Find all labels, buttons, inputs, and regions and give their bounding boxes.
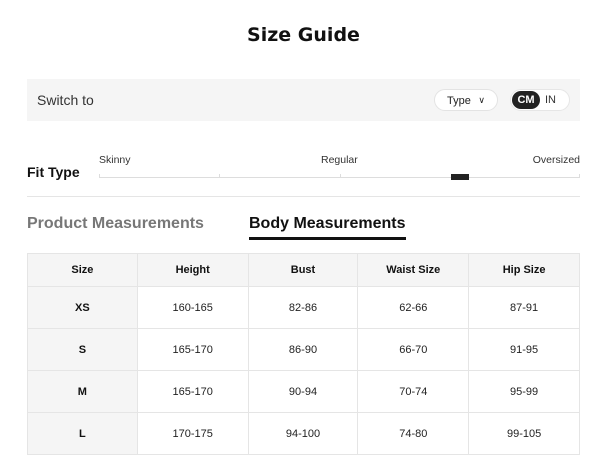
unit-cm-button[interactable]: CM bbox=[512, 91, 540, 109]
size-table: Size Height Bust Waist Size Hip Size XS 1… bbox=[27, 253, 580, 455]
fit-tick bbox=[340, 174, 341, 178]
fit-skinny-label: Skinny bbox=[99, 154, 131, 166]
measurement-cell: 160-165 bbox=[136, 286, 249, 329]
measurement-cell: 94-100 bbox=[247, 412, 359, 455]
column-header: Size bbox=[27, 253, 138, 287]
column-header: Waist Size bbox=[357, 253, 470, 287]
size-cell: XS bbox=[27, 286, 138, 329]
measurement-cell: 90-94 bbox=[247, 370, 359, 413]
measurement-cell: 165-170 bbox=[136, 370, 249, 413]
table-header-row: Size Height Bust Waist Size Hip Size bbox=[27, 253, 580, 287]
unit-toggle[interactable]: CM IN bbox=[510, 89, 570, 111]
table-row: S 165-170 86-90 66-70 91-95 bbox=[27, 328, 580, 371]
fit-tick bbox=[579, 174, 580, 178]
tab-product-measurements[interactable]: Product Measurements bbox=[27, 215, 204, 232]
tab-body-measurements[interactable]: Body Measurements bbox=[249, 215, 406, 240]
page-title: Size Guide bbox=[247, 24, 360, 46]
measurement-cell: 82-86 bbox=[247, 286, 359, 329]
size-cell: L bbox=[27, 412, 138, 455]
measurement-cell: 62-66 bbox=[357, 286, 470, 329]
size-cell: M bbox=[27, 370, 138, 413]
measurement-cell: 170-175 bbox=[136, 412, 249, 455]
measurement-cell: 87-91 bbox=[468, 286, 580, 329]
measurement-cell: 66-70 bbox=[357, 328, 470, 371]
measurement-cell: 99-105 bbox=[468, 412, 580, 455]
fit-marker bbox=[450, 174, 469, 180]
measurement-cell: 70-74 bbox=[357, 370, 470, 413]
unit-in-button[interactable]: IN bbox=[545, 94, 556, 106]
fit-tick bbox=[219, 174, 220, 178]
size-cell: S bbox=[27, 328, 138, 371]
fit-tick bbox=[99, 174, 100, 178]
measurement-cell: 86-90 bbox=[247, 328, 359, 371]
column-header: Bust bbox=[247, 253, 359, 287]
measurement-cell: 74-80 bbox=[357, 412, 470, 455]
fit-scale-track bbox=[99, 177, 580, 178]
table-row: XS 160-165 82-86 62-66 87-91 bbox=[27, 286, 580, 329]
measurement-cell: 95-99 bbox=[468, 370, 580, 413]
table-row: M 165-170 90-94 70-74 95-99 bbox=[27, 370, 580, 413]
fit-oversized-label: Oversized bbox=[532, 154, 580, 166]
fit-type-label: Fit Type bbox=[27, 164, 80, 180]
column-header: Height bbox=[136, 253, 249, 287]
chevron-down-icon: ∨ bbox=[478, 95, 485, 105]
type-dropdown[interactable]: Type ∨ bbox=[434, 89, 498, 111]
measurement-cell: 165-170 bbox=[136, 328, 249, 371]
fit-regular-label: Regular bbox=[321, 154, 358, 166]
divider bbox=[27, 196, 580, 197]
table-row: L 170-175 94-100 74-80 99-105 bbox=[27, 412, 580, 455]
switch-label: Switch to bbox=[37, 92, 94, 108]
measurement-cell: 91-95 bbox=[468, 328, 580, 371]
column-header: Hip Size bbox=[468, 253, 580, 287]
unit-switch-bar: Switch to Type ∨ CM IN bbox=[27, 79, 580, 121]
type-label: Type bbox=[447, 95, 471, 107]
